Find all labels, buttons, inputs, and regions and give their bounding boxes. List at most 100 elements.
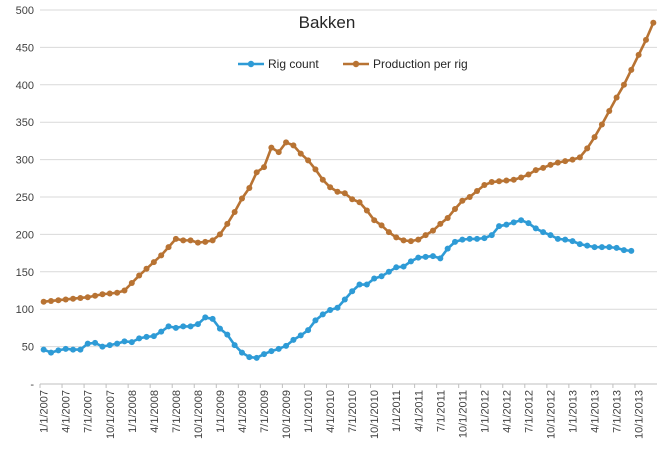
data-point-rig-count: [547, 232, 554, 239]
data-point-production-per-rig: [481, 182, 488, 189]
x-tick-label: 10/1/2011: [457, 390, 469, 438]
data-point-production-per-rig: [466, 194, 473, 200]
x-tick-label: 10/1/2010: [369, 390, 381, 439]
data-point-rig-count: [532, 225, 539, 232]
data-point-rig-count: [253, 354, 260, 361]
y-tick-label: 150: [16, 267, 34, 279]
data-point-rig-count: [385, 268, 392, 275]
x-tick-label: 4/1/2013: [590, 390, 602, 433]
data-point-production-per-rig: [584, 145, 591, 152]
data-point-production-per-rig: [510, 176, 517, 183]
data-point-rig-count: [40, 346, 47, 353]
data-point-rig-count: [70, 346, 77, 353]
data-point-rig-count: [444, 245, 451, 252]
data-point-rig-count: [261, 351, 268, 358]
data-point-production-per-rig: [496, 178, 503, 185]
data-point-production-per-rig: [261, 164, 268, 171]
data-point-production-per-rig: [70, 295, 77, 302]
data-point-production-per-rig: [143, 265, 150, 272]
data-point-rig-count: [224, 331, 231, 338]
data-point-production-per-rig: [437, 220, 444, 227]
data-point-production-per-rig: [422, 232, 429, 239]
data-point-production-per-rig: [275, 149, 282, 156]
data-point-production-per-rig: [562, 158, 569, 165]
data-point-production-per-rig: [628, 66, 635, 73]
y-tick-label: 250: [16, 192, 34, 204]
data-point-rig-count: [334, 304, 341, 311]
data-point-production-per-rig: [341, 190, 348, 197]
data-point-rig-count: [393, 264, 400, 271]
data-point-production-per-rig: [554, 159, 561, 166]
data-point-rig-count: [363, 281, 370, 288]
data-point-production-per-rig: [180, 237, 187, 244]
x-tick-label: 7/1/2010: [347, 390, 359, 433]
data-point-rig-count: [540, 229, 547, 236]
data-point-rig-count: [459, 236, 466, 243]
data-point-production-per-rig: [459, 197, 466, 204]
data-point-production-per-rig: [246, 185, 253, 192]
data-point-production-per-rig: [216, 231, 223, 238]
data-point-production-per-rig: [598, 121, 605, 128]
data-point-rig-count: [283, 342, 290, 349]
data-point-rig-count: [143, 333, 150, 340]
data-point-production-per-rig: [77, 294, 84, 301]
data-point-production-per-rig: [642, 36, 649, 43]
data-point-production-per-rig: [136, 272, 143, 279]
series-rig-count: [40, 217, 635, 361]
data-point-production-per-rig: [224, 220, 231, 227]
legend: Rig count Production per rig: [238, 57, 468, 71]
data-point-rig-count: [165, 323, 172, 330]
data-point-production-per-rig: [209, 237, 216, 244]
data-point-production-per-rig: [172, 235, 179, 242]
x-tick-label: 1/1/2008: [127, 390, 139, 433]
data-point-rig-count: [216, 325, 223, 332]
data-point-rig-count: [128, 339, 135, 346]
data-point-rig-count: [121, 338, 128, 345]
data-point-production-per-rig: [238, 195, 245, 202]
data-point-rig-count: [341, 296, 348, 303]
data-point-production-per-rig: [606, 107, 613, 114]
data-point-rig-count: [437, 255, 444, 262]
data-point-rig-count: [378, 273, 385, 280]
data-point-rig-count: [510, 219, 517, 226]
data-point-production-per-rig: [84, 294, 91, 301]
data-point-production-per-rig: [99, 291, 106, 298]
data-point-production-per-rig: [150, 259, 157, 266]
data-point-rig-count: [466, 235, 473, 242]
x-tick-label: 4/1/2009: [237, 390, 249, 433]
data-point-rig-count: [275, 345, 282, 352]
data-point-rig-count: [246, 354, 253, 361]
data-point-rig-count: [628, 247, 635, 254]
data-point-production-per-rig: [349, 196, 356, 203]
x-tick-label: 4/1/2011: [413, 390, 425, 432]
data-point-rig-count: [172, 324, 179, 331]
data-point-production-per-rig: [452, 205, 459, 212]
data-point-production-per-rig: [92, 292, 99, 299]
data-point-rig-count: [613, 244, 620, 251]
x-tick-label: 7/1/2008: [171, 390, 183, 433]
series-layer: [40, 19, 657, 361]
data-point-production-per-rig: [327, 184, 334, 191]
legend-swatch-marker: [352, 60, 360, 68]
data-point-rig-count: [598, 244, 605, 251]
data-point-production-per-rig: [635, 51, 642, 58]
data-point-rig-count: [327, 306, 334, 313]
legend-item-rig-count: Rig count: [238, 57, 319, 71]
data-point-rig-count: [305, 327, 312, 334]
data-point-rig-count: [231, 342, 238, 349]
data-point-rig-count: [92, 339, 99, 346]
data-point-rig-count: [606, 244, 613, 251]
data-point-rig-count: [407, 258, 414, 265]
data-point-rig-count: [562, 236, 569, 243]
y-tick-label: 100: [16, 304, 34, 316]
data-point-rig-count: [180, 323, 187, 330]
series-production-per-rig: [40, 19, 657, 305]
x-tick-label: 7/1/2009: [259, 390, 271, 433]
data-point-production-per-rig: [268, 144, 275, 151]
legend-swatch-marker: [247, 60, 255, 68]
data-point-production-per-rig: [385, 229, 392, 236]
data-point-production-per-rig: [488, 179, 495, 186]
data-point-production-per-rig: [371, 217, 378, 224]
data-point-production-per-rig: [202, 238, 209, 245]
